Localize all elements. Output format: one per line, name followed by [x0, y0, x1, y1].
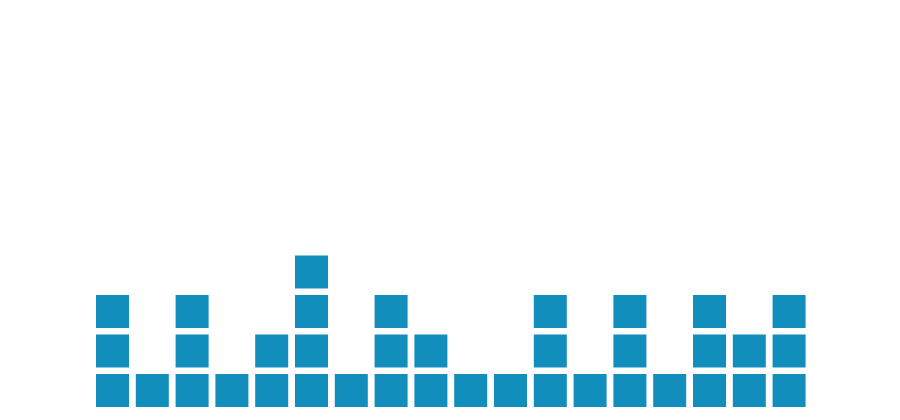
unit-square: [414, 374, 448, 407]
bar-column-18: [772, 295, 806, 407]
bar-column-15: [653, 374, 687, 407]
unit-square: [295, 255, 328, 289]
unit-square: [653, 374, 687, 407]
unit-square: [96, 374, 129, 407]
unit-square: [374, 295, 408, 328]
unit-square: [374, 374, 408, 407]
unit-square: [573, 374, 607, 407]
bar-column-17: [732, 334, 766, 407]
bar-column-4: [215, 374, 249, 407]
unit-square: [533, 334, 567, 368]
unit-square: [772, 374, 806, 407]
bar-column-8: [374, 295, 408, 407]
unit-square: [732, 334, 766, 368]
unit-square: [454, 374, 488, 407]
unit-square: [175, 334, 209, 368]
unit-square: [533, 374, 567, 407]
bar-column-16: [693, 295, 726, 407]
bar-column-10: [454, 374, 488, 407]
unit-square: [772, 295, 806, 328]
bar-column-5: [255, 334, 289, 407]
unit-square: [533, 295, 567, 328]
unit-square: [295, 334, 328, 368]
unit-square: [613, 374, 647, 407]
bar-column-1: [96, 295, 129, 407]
unit-square: [334, 374, 368, 407]
unit-square: [295, 295, 328, 328]
unit-square: [295, 374, 328, 407]
unit-square: [255, 374, 289, 407]
bar-column-11: [494, 374, 527, 407]
unit-square: [613, 295, 647, 328]
unit-square: [693, 334, 726, 368]
unit-square: [693, 374, 726, 407]
unit-square: [613, 334, 647, 368]
bar-column-9: [414, 334, 448, 407]
unit-square: [175, 374, 209, 407]
bar-column-12: [533, 295, 567, 407]
unit-square: [494, 374, 527, 407]
unit-square: [255, 334, 289, 368]
unit-square: [374, 334, 408, 368]
bar-column-14: [613, 295, 647, 407]
bar-column-6: [295, 255, 328, 407]
unit-square: [215, 374, 249, 407]
unit-square: [693, 295, 726, 328]
unit-square: [96, 295, 129, 328]
unit-square: [414, 334, 448, 368]
bar-column-7: [334, 374, 368, 407]
unit-square: [96, 334, 129, 368]
bar-column-2: [135, 374, 169, 407]
unit-square: [175, 295, 209, 328]
unit-square: [135, 374, 169, 407]
bar-column-13: [573, 374, 607, 407]
unit-square: [772, 334, 806, 368]
bar-column-3: [175, 295, 209, 407]
unit-square: [732, 374, 766, 407]
